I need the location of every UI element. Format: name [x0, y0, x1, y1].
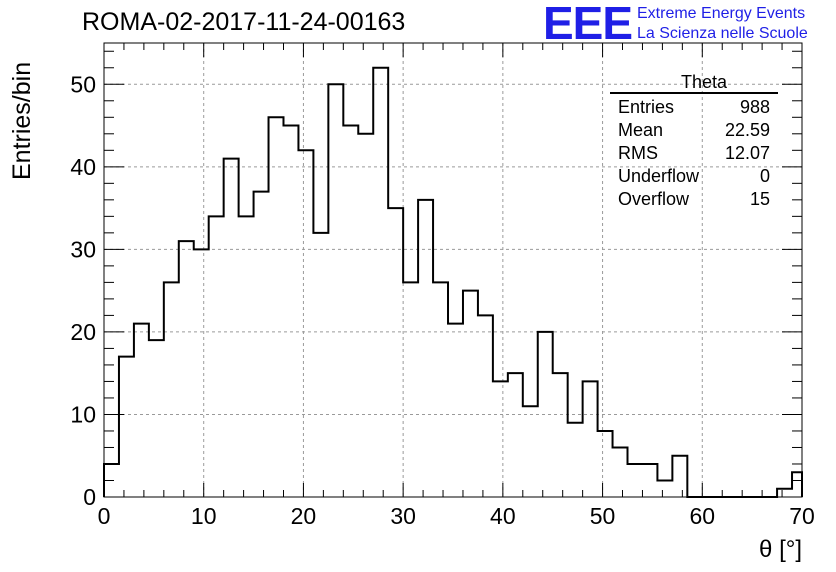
y-tick-label: 40 — [70, 154, 96, 180]
stats-title: Theta — [610, 72, 778, 94]
x-axis-label: θ [°] — [759, 536, 802, 563]
stats-value: 12.07 — [724, 143, 770, 163]
stats-row-mean: Mean 22.59 — [610, 119, 778, 142]
logo-line-2: La Scienza nelle Scuole — [637, 25, 808, 42]
eee-logo: EEE — [543, 0, 633, 49]
stats-label: Overflow — [618, 189, 690, 209]
stats-label: Mean — [618, 120, 664, 140]
x-tick-label: 40 — [490, 503, 516, 529]
stats-value: 15 — [749, 189, 770, 209]
x-tick-label: 20 — [291, 503, 317, 529]
stats-label: Entries — [618, 97, 675, 117]
stats-value: 22.59 — [724, 120, 770, 140]
y-axis-label: Entries/bin — [8, 62, 36, 180]
x-tick-label: 60 — [689, 503, 715, 529]
stats-label: Underflow — [618, 166, 700, 186]
stats-value: 988 — [739, 97, 770, 117]
stats-box: Theta Entries 988 Mean 22.59 RMS 12.07 U… — [610, 72, 778, 211]
stats-label: RMS — [618, 143, 658, 163]
stats-row-entries: Entries 988 — [610, 96, 778, 119]
y-tick-label: 30 — [70, 236, 96, 262]
stats-row-rms: RMS 12.07 — [610, 142, 778, 165]
chart-title: ROMA-02-2017-11-24-00163 — [82, 8, 406, 36]
y-tick-label: 0 — [83, 484, 96, 510]
stats-row-overflow: Overflow 15 — [610, 188, 778, 211]
stats-value: 0 — [759, 166, 770, 186]
x-tick-label: 70 — [789, 503, 815, 529]
y-tick-label: 50 — [70, 71, 96, 97]
plot-frame — [103, 42, 803, 498]
x-tick-label: 10 — [191, 503, 217, 529]
x-tick-label: 30 — [390, 503, 416, 529]
y-tick-label: 10 — [70, 401, 96, 427]
y-tick-label: 20 — [70, 319, 96, 345]
logo-line-1: Extreme Energy Events — [637, 5, 806, 22]
x-tick-label: 0 — [98, 503, 111, 529]
x-tick-label: 50 — [590, 503, 616, 529]
stats-row-underflow: Underflow 0 — [610, 165, 778, 188]
histogram-series — [103, 66, 803, 498]
